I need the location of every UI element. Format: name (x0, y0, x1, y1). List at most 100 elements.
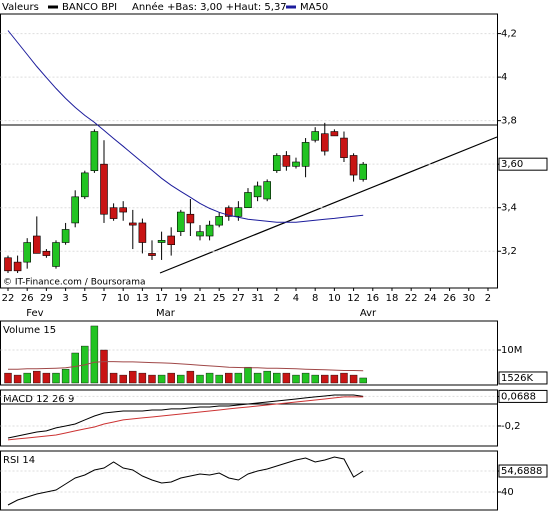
candle-body (224, 207, 233, 217)
candle-body (119, 207, 127, 213)
y-tick-label: 3,4 (501, 203, 517, 214)
volume-bar (301, 372, 310, 384)
y-tick-label: 0,0688 (501, 391, 536, 402)
y-tick-label: 3,8 (501, 116, 517, 127)
candle-body (205, 224, 214, 237)
x-tick-label: 21 (194, 293, 207, 304)
x-tick-label: 7 (101, 293, 107, 304)
candle-body (157, 240, 166, 243)
candle-body (80, 172, 89, 198)
candle-body (340, 137, 348, 158)
range-info: Année +Bas: 3,00 +Haut: 5,37 (132, 1, 287, 13)
volume-bar (33, 370, 41, 384)
volume-bar (157, 374, 166, 384)
volume-bar (282, 372, 291, 384)
volume-bar (90, 325, 99, 384)
volume-bar (349, 374, 358, 384)
candle-body (23, 242, 31, 263)
panel-frame (0, 389, 498, 447)
volume-bar (71, 352, 79, 384)
line (7, 30, 364, 223)
volume-bar (52, 372, 60, 384)
x-tick-label: 16 (366, 293, 379, 304)
candle-body (90, 131, 99, 172)
current-value-box (498, 157, 548, 171)
volume-bar (186, 370, 195, 384)
candle-body (253, 185, 262, 198)
legend-entry: BANCO BPI (62, 2, 117, 13)
volume-bar (321, 374, 329, 384)
x-tick-label: 19 (174, 293, 187, 304)
volume-bar (138, 372, 147, 384)
candle-body (244, 192, 252, 209)
line (7, 396, 364, 441)
legend-entry: MA50 (300, 2, 328, 13)
candle-body (4, 257, 12, 272)
line (8, 361, 364, 372)
candle-body (167, 235, 175, 246)
panel-frame (0, 13, 498, 289)
volume-bar (263, 370, 271, 384)
candle-body (176, 211, 185, 232)
candle-body (186, 213, 195, 224)
x-tick-label: 10 (117, 293, 130, 304)
volume-bar (330, 374, 339, 384)
y-tick-label: 4,2 (501, 29, 517, 40)
x-tick-label: 5 (82, 293, 88, 304)
candle-body (42, 250, 51, 256)
current-value-box (498, 389, 548, 403)
volume-bar (292, 374, 300, 384)
candle-body (61, 229, 70, 243)
candle-body (359, 163, 367, 180)
x-tick-label: 26 (443, 293, 456, 304)
month-label: Fev (26, 308, 43, 319)
candle-body (13, 261, 22, 272)
candle-body (282, 155, 291, 167)
panel-title: RSI 14 (3, 455, 35, 466)
candle-body (52, 242, 60, 267)
source: © IT-Finance.com / Boursorama (3, 278, 145, 288)
candle-body (301, 142, 310, 167)
volume-bar (196, 374, 204, 384)
y-tick-label: 3,2 (501, 246, 517, 257)
line (7, 456, 364, 506)
volume-bar (42, 372, 51, 384)
volume-bar (225, 372, 233, 384)
x-tick-label: 10 (328, 293, 341, 304)
volume-bar (4, 372, 12, 384)
candle-body (263, 181, 271, 200)
candle-body (32, 235, 41, 254)
panel-frame (0, 450, 498, 511)
volume-bar (177, 374, 185, 384)
panel-title: MACD 12 26 9 (3, 394, 74, 405)
x-tick-label: 26 (21, 293, 34, 304)
volume-bar (340, 372, 348, 384)
volume-bar (23, 372, 31, 384)
candle-body (148, 253, 156, 256)
x-tick-label: 17 (155, 293, 168, 304)
candle-body (272, 155, 281, 172)
volume-bar (215, 374, 223, 384)
x-tick-label: 13 (136, 293, 149, 304)
x-tick-label: 2 (274, 293, 280, 304)
candle-body (138, 222, 147, 243)
x-tick-label: 29 (40, 293, 53, 304)
candle-body (292, 161, 300, 167)
candle-body (320, 133, 329, 152)
volume-bar (129, 370, 137, 384)
y-tick-label: 10M (501, 345, 522, 356)
volume-bar (205, 372, 214, 384)
x-tick-label: 2 (485, 293, 491, 304)
x-tick-label: 31 (251, 293, 264, 304)
volume-bar (119, 374, 127, 384)
month-label: Avr (360, 308, 377, 319)
volume-bar (244, 366, 252, 384)
value-label: 1526K (501, 373, 533, 384)
x-tick-label: 30 (462, 293, 475, 304)
candle-body (311, 131, 319, 141)
line (7, 394, 364, 439)
volume-bar (253, 372, 262, 384)
volume-bar (311, 374, 319, 384)
